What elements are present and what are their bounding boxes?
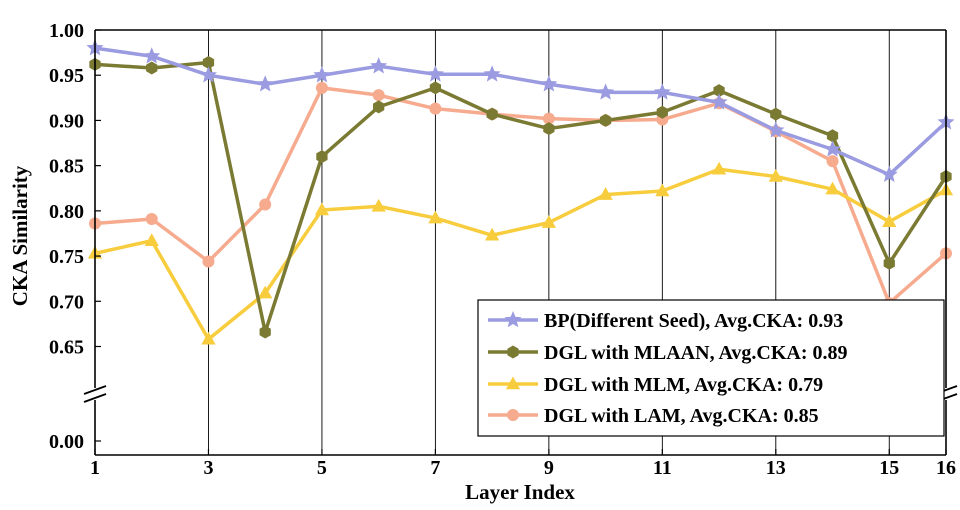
- x-tick-label: 13: [766, 457, 786, 479]
- data-point: [313, 66, 331, 83]
- series-line: [94, 46, 948, 177]
- x-tick-label: 7: [430, 457, 440, 479]
- data-point: [259, 325, 271, 339]
- legend-marker: [507, 409, 519, 421]
- legend-marker: [504, 311, 522, 328]
- data-point: [199, 66, 218, 83]
- data-point: [767, 121, 785, 138]
- data-point: [486, 107, 498, 121]
- data-point: [880, 165, 898, 182]
- x-tick-label: 1: [90, 457, 100, 479]
- x-tick-label: 5: [317, 457, 327, 479]
- data-point: [485, 227, 500, 241]
- data-point: [428, 210, 443, 224]
- legend-label: BP(Different Seed), Avg.CKA: 0.93: [544, 310, 843, 332]
- legend-box: [477, 299, 945, 437]
- left-axis-break-mark: [83, 385, 107, 395]
- y-tick-label: 0.85: [49, 156, 84, 178]
- data-point: [483, 65, 501, 82]
- y-tick-label: 0.00: [49, 431, 84, 453]
- x-tick-label: 15: [879, 457, 899, 479]
- y-tick-label: 0.80: [49, 201, 84, 223]
- data-point: [883, 256, 895, 270]
- x-axis-title: Layer Index: [465, 480, 575, 504]
- data-point: [599, 113, 612, 127]
- data-point: [598, 187, 613, 200]
- data-point: [826, 129, 839, 143]
- data-point: [656, 105, 668, 119]
- x-tick-label: 16: [936, 457, 956, 479]
- data-point: [770, 107, 782, 121]
- legend-marker: [507, 345, 519, 359]
- data-point: [882, 214, 897, 227]
- x-tick-label: 3: [203, 457, 213, 479]
- data-point: [426, 65, 444, 82]
- y-tick-label: 0.75: [49, 246, 84, 268]
- data-point: [372, 89, 385, 102]
- legend: BP(Different Seed), Avg.CKA: 0.93 DGL wit…: [477, 299, 945, 437]
- data-point: [256, 75, 274, 92]
- y-tick-label: 0.70: [49, 291, 84, 313]
- x-tick-label: 9: [544, 457, 554, 479]
- data-point: [370, 57, 388, 74]
- data-point: [258, 285, 273, 299]
- y-axis-title: CKA Similarity: [8, 165, 32, 306]
- data-point: [711, 161, 727, 175]
- data-point: [825, 181, 840, 195]
- y-tick-label: 0.90: [49, 110, 84, 132]
- data-point: [315, 81, 328, 94]
- data-point: [144, 233, 159, 246]
- data-point: [429, 81, 442, 95]
- y-tick-label: 0.65: [49, 337, 84, 359]
- data-point: [542, 112, 555, 125]
- y-tick-label: 0.95: [49, 65, 84, 87]
- series-line: [94, 60, 948, 334]
- frame-layer: [83, 29, 958, 456]
- data-point: [259, 198, 272, 211]
- tick-layer: 1 3 5 7 9 11 13 15 160.000.650.700.750.800.850.9…: [49, 20, 956, 479]
- series-group: [89, 56, 952, 339]
- data-point: [316, 150, 328, 164]
- data-point: [202, 56, 215, 70]
- data-point: [314, 202, 330, 216]
- data-point: [201, 331, 216, 345]
- legend-label: DGL with MLAAN, Avg.CKA: 0.89: [544, 342, 848, 364]
- data-point: [540, 75, 558, 92]
- data-point: [371, 198, 386, 212]
- legend-entries: BP(Different Seed), Avg.CKA: 0.93 DGL wit…: [488, 310, 848, 427]
- data-point: [653, 83, 671, 100]
- data-point: [143, 47, 161, 64]
- data-point: [655, 183, 670, 197]
- data-point: [373, 100, 385, 114]
- series-line: [94, 167, 947, 342]
- data-point: [713, 84, 725, 98]
- legend-label: DGL with MLM, Avg.CKA: 0.79: [544, 374, 823, 396]
- data-point: [146, 61, 158, 75]
- left-axis-break-mark: [83, 393, 107, 403]
- data-point: [541, 215, 556, 228]
- x-tick-label: 11: [653, 457, 672, 479]
- data-point: [826, 155, 839, 168]
- legend-marker: [505, 376, 521, 390]
- data-point: [202, 255, 215, 268]
- legend-label: DGL with LAM, Avg.CKA: 0.85: [544, 405, 819, 427]
- data-point: [823, 140, 842, 157]
- y-tick-label: 1.00: [49, 20, 84, 42]
- data-point: [710, 93, 728, 110]
- data-point: [145, 212, 158, 225]
- data-point: [597, 83, 615, 100]
- data-point: [768, 168, 783, 182]
- series-line: [94, 86, 948, 305]
- data-point: [429, 102, 442, 115]
- data-point: [543, 122, 555, 136]
